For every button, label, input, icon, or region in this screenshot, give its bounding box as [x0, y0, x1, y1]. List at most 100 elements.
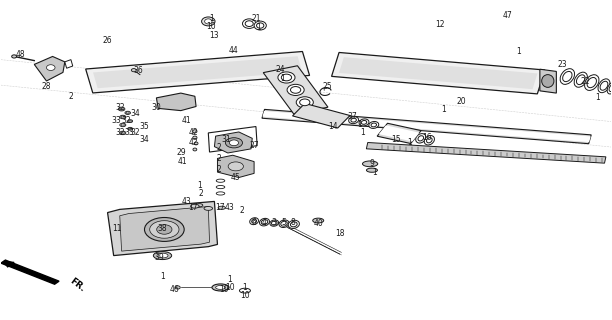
- Ellipse shape: [120, 123, 126, 127]
- Polygon shape: [262, 109, 591, 144]
- Ellipse shape: [215, 285, 225, 289]
- Ellipse shape: [239, 288, 250, 293]
- Polygon shape: [3, 262, 14, 267]
- Text: 41: 41: [178, 157, 187, 166]
- Text: 31: 31: [222, 135, 231, 144]
- Text: 1: 1: [441, 105, 446, 114]
- Text: 32: 32: [130, 128, 140, 137]
- Text: 13: 13: [209, 31, 219, 40]
- Text: 32: 32: [115, 103, 125, 112]
- Ellipse shape: [574, 72, 588, 87]
- Ellipse shape: [256, 23, 264, 28]
- Ellipse shape: [154, 252, 171, 260]
- Ellipse shape: [216, 179, 225, 182]
- Text: 1: 1: [209, 14, 214, 23]
- Ellipse shape: [12, 55, 17, 58]
- Text: 1: 1: [280, 74, 285, 83]
- Text: 1: 1: [357, 120, 362, 130]
- Polygon shape: [214, 132, 252, 153]
- Ellipse shape: [126, 112, 129, 114]
- Ellipse shape: [216, 192, 225, 195]
- Text: 32: 32: [121, 116, 131, 125]
- Polygon shape: [217, 155, 254, 178]
- Text: 25: 25: [323, 82, 332, 91]
- Polygon shape: [367, 142, 606, 163]
- Ellipse shape: [351, 118, 356, 122]
- Ellipse shape: [291, 222, 297, 227]
- Text: 5: 5: [282, 218, 286, 227]
- Text: 10: 10: [225, 283, 234, 292]
- Ellipse shape: [427, 138, 432, 143]
- Text: 1: 1: [256, 23, 261, 32]
- Text: 1: 1: [227, 275, 232, 284]
- Polygon shape: [377, 123, 421, 144]
- Polygon shape: [293, 103, 350, 128]
- Text: 35: 35: [140, 122, 149, 131]
- Ellipse shape: [271, 221, 277, 225]
- Polygon shape: [34, 56, 65, 81]
- Ellipse shape: [129, 120, 132, 122]
- Text: 39: 39: [155, 253, 165, 262]
- Text: 10: 10: [206, 22, 216, 31]
- Text: 15: 15: [392, 135, 401, 144]
- Polygon shape: [65, 60, 73, 68]
- Polygon shape: [1, 260, 59, 284]
- Ellipse shape: [242, 19, 256, 28]
- Ellipse shape: [270, 220, 278, 226]
- Ellipse shape: [225, 138, 242, 148]
- Polygon shape: [263, 66, 328, 114]
- Ellipse shape: [587, 77, 597, 88]
- Ellipse shape: [193, 148, 197, 151]
- Text: 9: 9: [370, 159, 375, 168]
- Ellipse shape: [252, 219, 256, 223]
- Ellipse shape: [600, 81, 608, 90]
- Text: 2: 2: [239, 206, 244, 215]
- Text: 1: 1: [360, 128, 365, 137]
- Text: 1: 1: [242, 283, 247, 292]
- Ellipse shape: [150, 221, 179, 238]
- Text: 33: 33: [124, 128, 134, 137]
- Text: 14: 14: [329, 122, 338, 131]
- Polygon shape: [120, 206, 209, 251]
- Ellipse shape: [282, 74, 291, 81]
- Ellipse shape: [349, 117, 359, 124]
- Text: 34: 34: [140, 135, 149, 144]
- Ellipse shape: [584, 75, 599, 91]
- Text: 3: 3: [272, 218, 277, 227]
- Text: 40: 40: [313, 219, 323, 228]
- Polygon shape: [263, 111, 591, 142]
- Text: 17: 17: [215, 203, 225, 212]
- Text: 17: 17: [188, 203, 198, 212]
- Text: 22: 22: [581, 77, 591, 86]
- Ellipse shape: [120, 131, 126, 135]
- Ellipse shape: [418, 136, 424, 141]
- Polygon shape: [157, 93, 196, 111]
- Text: 47: 47: [502, 11, 512, 20]
- Ellipse shape: [121, 116, 124, 118]
- Ellipse shape: [204, 19, 212, 24]
- Ellipse shape: [259, 218, 269, 226]
- Ellipse shape: [121, 124, 124, 126]
- Text: 12: 12: [436, 20, 445, 29]
- Text: 1: 1: [408, 138, 412, 147]
- Ellipse shape: [261, 220, 267, 225]
- Ellipse shape: [577, 75, 585, 84]
- Text: 46: 46: [170, 284, 179, 293]
- Ellipse shape: [204, 206, 212, 210]
- Polygon shape: [86, 52, 310, 93]
- Ellipse shape: [190, 204, 199, 208]
- Text: 8: 8: [290, 218, 295, 227]
- Ellipse shape: [296, 97, 313, 108]
- Text: 21: 21: [251, 14, 261, 23]
- Text: 23: 23: [558, 60, 567, 69]
- Ellipse shape: [562, 71, 572, 82]
- Text: 33: 33: [112, 116, 122, 125]
- Ellipse shape: [193, 130, 197, 133]
- Ellipse shape: [278, 72, 295, 83]
- Text: 6: 6: [252, 218, 256, 227]
- Ellipse shape: [607, 82, 612, 94]
- Ellipse shape: [157, 253, 168, 258]
- Ellipse shape: [542, 75, 554, 87]
- Text: 4: 4: [262, 218, 267, 227]
- Ellipse shape: [313, 218, 324, 223]
